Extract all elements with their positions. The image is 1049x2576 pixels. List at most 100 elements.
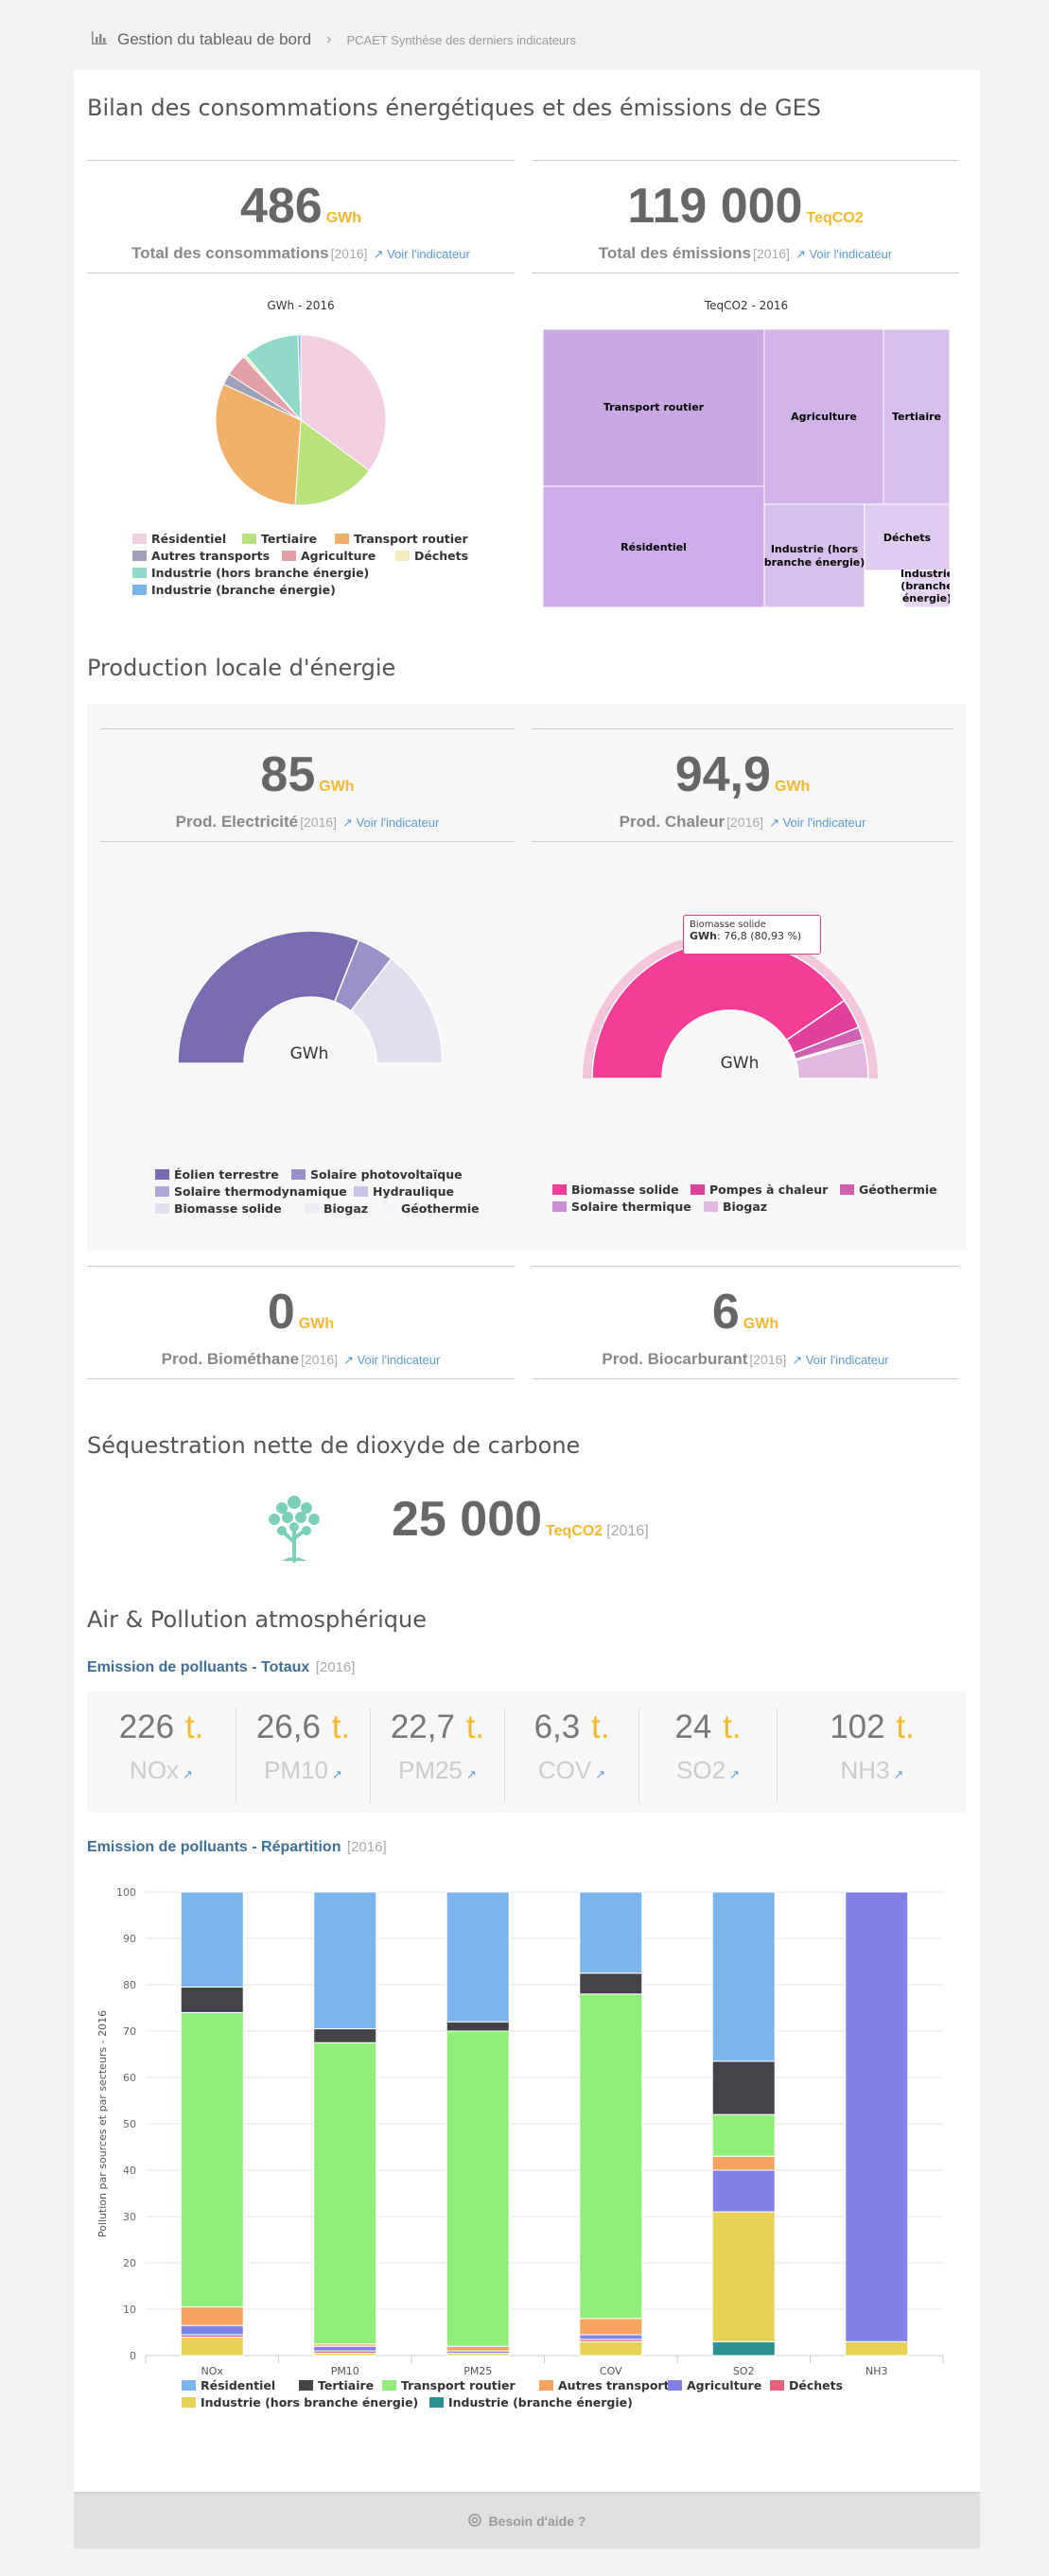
bar-segment-nox-agriculture[interactable] (180, 2324, 244, 2336)
pie-slice-industrie-branche-energie[interactable] (297, 334, 302, 421)
legend-item-autres-transports[interactable]: Autres transports (539, 2378, 676, 2392)
bar-segment-nox-tertiaire[interactable] (180, 1986, 244, 2013)
bar-segment-cov-industrie-hors-branche-energie[interactable] (579, 2340, 643, 2357)
bar-segment-pm25-autres-transports[interactable] (446, 2345, 510, 2352)
legend-item-industrie-branche-energie[interactable]: Industrie (branche énergie) (132, 583, 336, 597)
y-tick-label: 0 (130, 2350, 136, 2362)
trend-icon[interactable]: ↗ (595, 1767, 606, 1781)
voir-indicateur-link[interactable]: ↗ Voir l'indicateur (792, 1353, 889, 1367)
legend-item-geothermie[interactable]: Géothermie (840, 1183, 937, 1197)
donut-slice-eolien-terrestre[interactable] (177, 930, 360, 1064)
bar-segment-pm10-residentiel[interactable] (313, 1891, 377, 2030)
legend-item-pompes-a-chaleur[interactable]: Pompes à chaleur (691, 1183, 828, 1197)
legend-item-tertiaire[interactable]: Tertiaire (299, 2378, 374, 2392)
donut-slice-biogaz[interactable] (795, 1041, 869, 1079)
legend-item-solaire-photovoltaique[interactable]: Solaire photovoltaïque (291, 1167, 463, 1182)
legend-swatch (291, 1169, 306, 1180)
subtitle-year: [2016] (315, 1659, 356, 1675)
trend-icon[interactable]: ↗ (466, 1767, 477, 1781)
kpi-unit: GWh (774, 779, 811, 795)
trend-icon[interactable]: ↗ (729, 1767, 740, 1781)
pollutant-totals-panel: 226 t. NOx ↗ 26,6 t. PM10 ↗ 22,7 t. PM25 ↗ 6,3… (87, 1691, 967, 1813)
bar-segment-cov-autres-transports[interactable] (579, 2318, 643, 2336)
y-tick-label: 40 (123, 2164, 136, 2177)
voir-indicateur-link[interactable]: ↗ Voir l'indicateur (373, 247, 470, 261)
bar-segment-cov-tertiaire[interactable] (579, 1972, 643, 1995)
bar-segment-cov-agriculture[interactable] (579, 2334, 643, 2340)
bar-segment-nh3-industrie-hors-branche-energie[interactable] (845, 2340, 909, 2357)
legend-item-geothermie[interactable]: Géothermie (382, 1201, 480, 1216)
bar-segment-so2-residentiel[interactable] (711, 1891, 776, 2062)
trend-icon: ↗ (342, 815, 357, 830)
legend-item-solaire-thermique[interactable]: Solaire thermique (552, 1200, 691, 1214)
legend-item-autres-transports[interactable]: Autres transports (132, 549, 270, 563)
bar-segment-nox-transport-routier[interactable] (180, 2011, 244, 2308)
legend-label: Solaire thermodynamique (174, 1184, 347, 1199)
voir-indicateur-link[interactable]: ↗ Voir l'indicateur (769, 815, 866, 830)
legend-item-tertiaire[interactable]: Tertiaire (242, 532, 317, 546)
bar-segment-pm25-tertiaire[interactable] (446, 2021, 510, 2032)
voir-indicateur-link[interactable]: ↗ Voir l'indicateur (795, 247, 893, 261)
legend-label: Tertiaire (318, 2378, 375, 2392)
legend-label: Biomasse solide (174, 1201, 282, 1216)
legend-item-industrie-branche-energie[interactable]: Industrie (branche énergie) (429, 2395, 633, 2410)
pie-slice-transport-routier[interactable] (215, 383, 302, 506)
legend-item-residentiel[interactable]: Résidentiel (182, 2378, 275, 2392)
legend-item-transport-routier[interactable]: Transport routier (382, 2378, 516, 2392)
legend-item-agriculture[interactable]: Agriculture (282, 549, 376, 563)
bar-segment-so2-industrie-hors-branche-energie[interactable] (711, 2211, 776, 2342)
pie-slice-residentiel[interactable] (300, 334, 387, 472)
legend-item-industrie-hors-branche-energie[interactable]: Industrie (hors branche énergie) (132, 566, 369, 580)
bar-segment-cov-residentiel[interactable] (579, 1891, 643, 1974)
trend-icon[interactable]: ↗ (893, 1767, 904, 1781)
bar-segment-nox-autres-transports[interactable] (180, 2306, 244, 2326)
legend-item-industrie-hors-branche-energie[interactable]: Industrie (hors branche énergie) (182, 2395, 418, 2410)
breadcrumb-dashboard-link[interactable]: Gestion du tableau de bord (117, 30, 312, 48)
bar-segment-pm25-residentiel[interactable] (446, 1891, 510, 2023)
treemap-cell-tertiaire[interactable] (883, 329, 950, 505)
legend-swatch (155, 1186, 169, 1197)
trend-icon[interactable]: ↗ (332, 1767, 342, 1781)
bar-segment-so2-agriculture[interactable] (711, 2169, 776, 2213)
legend-item-dechets[interactable]: Déchets (770, 2378, 843, 2392)
bar-segment-pm10-transport-routier[interactable] (313, 2042, 377, 2345)
treemap-cell-industrie-branche[interactable] (903, 570, 950, 607)
legend-label: Industrie (hors branche énergie) (201, 2395, 419, 2410)
voir-indicateur-link[interactable]: ↗ Voir l'indicateur (342, 815, 440, 830)
bar-segment-cov-transport-routier[interactable] (579, 1993, 643, 2320)
legend-item-transport-routier[interactable]: Transport routier (335, 532, 468, 546)
legend-item-biogaz[interactable]: Biogaz (704, 1200, 767, 1214)
treemap-cell-transport[interactable] (543, 329, 765, 487)
bar-segment-nox-industrie-hors-branche-energie[interactable] (180, 2336, 244, 2357)
legend-item-hydraulique[interactable]: Hydraulique (354, 1184, 454, 1199)
legend-item-biomasse-solide[interactable]: Biomasse solide (552, 1183, 679, 1197)
voir-indicateur-link[interactable]: ↗ Voir l'indicateur (343, 1353, 441, 1367)
legend-item-residentiel[interactable]: Résidentiel (132, 532, 226, 546)
pie-slice-tertiaire[interactable] (294, 419, 371, 506)
legend-item-dechets[interactable]: Déchets (395, 549, 468, 563)
bar-segment-so2-industrie-branche-energie[interactable] (711, 2340, 776, 2357)
electricity-semi-donut (177, 930, 444, 1064)
bar-segment-nh3-agriculture[interactable] (845, 1891, 909, 2342)
legend-item-solaire-thermodynamique[interactable]: Solaire thermodynamique (155, 1184, 347, 1199)
legend-label: Géothermie (859, 1183, 937, 1197)
bar-segment-so2-autres-transports[interactable] (711, 2155, 776, 2171)
legend-item-biogaz[interactable]: Biogaz (305, 1201, 368, 1216)
bar-segment-nox-residentiel[interactable] (180, 1891, 244, 1988)
donut-slice-biomasse-solide[interactable] (349, 957, 444, 1064)
help-button[interactable]: Besoin d'aide ? (74, 2492, 980, 2549)
bar-segment-so2-tertiaire[interactable] (711, 2060, 776, 2115)
legend-item-biomasse-solide[interactable]: Biomasse solide (155, 1201, 282, 1216)
bar-segment-pm10-agriculture[interactable] (313, 2345, 377, 2352)
legend-item-agriculture[interactable]: Agriculture (668, 2378, 761, 2392)
bar-segment-pm10-tertiaire[interactable] (313, 2028, 377, 2043)
bar-segment-so2-transport-routier[interactable] (711, 2113, 776, 2157)
legend-swatch (299, 2380, 313, 2391)
treemap-cell-agriculture[interactable] (763, 329, 884, 505)
legend-item-eolien-terrestre[interactable]: Éolien terrestre (155, 1167, 279, 1182)
trend-icon[interactable]: ↗ (183, 1767, 193, 1781)
legend-label: Solaire photovoltaïque (310, 1167, 463, 1182)
bar-segment-pm25-transport-routier[interactable] (446, 2030, 510, 2347)
treemap-cell-residentiel[interactable] (543, 485, 765, 607)
donut-slice-biomasse-solide[interactable] (591, 940, 846, 1079)
